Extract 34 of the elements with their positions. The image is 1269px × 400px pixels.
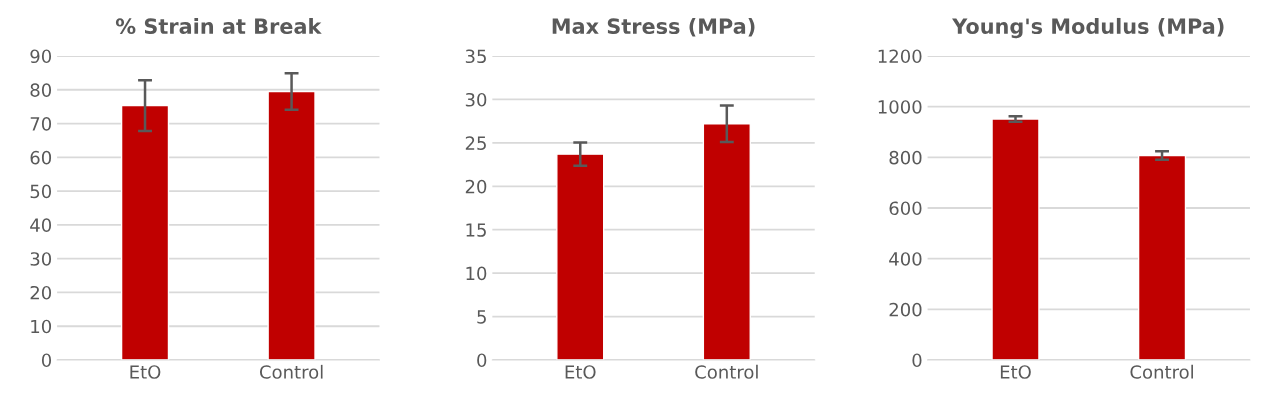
- y-tick-label: 40: [30, 218, 52, 233]
- y-tick-label: 90: [30, 49, 52, 64]
- y-tick-label: 70: [30, 117, 52, 131]
- chart-title: Max Stress (MPa): [552, 17, 755, 37]
- x-tick-label: Control: [259, 364, 323, 379]
- y-tick-label: 0: [912, 353, 922, 368]
- y-tick-label: 1000: [878, 100, 922, 114]
- y-tick-label: 600: [889, 201, 922, 216]
- y-tick-label: 30: [465, 92, 487, 107]
- y-tick-label: 20: [30, 285, 52, 300]
- y-tick-label: 15: [466, 223, 486, 237]
- chart-title: Young's Modulus (MPa): [952, 17, 1224, 39]
- x-tick-label: Control: [695, 364, 758, 379]
- y-tick-label: 20: [465, 179, 487, 194]
- y-tick-label: 25: [465, 136, 486, 150]
- y-tick-label: 80: [30, 83, 52, 97]
- y-tick-label: 60: [30, 150, 52, 165]
- y-tick-label: 1200: [878, 49, 922, 64]
- y-tick-label: 0: [41, 353, 52, 368]
- y-tick-label: 0: [477, 353, 487, 368]
- x-tick-label: EtO: [565, 365, 596, 379]
- y-tick-label: 800: [889, 150, 922, 165]
- y-tick-label: 400: [889, 252, 922, 266]
- x-tick-label: Control: [1130, 364, 1193, 379]
- y-tick-label: 200: [889, 302, 922, 317]
- x-tick-label: EtO: [130, 365, 161, 379]
- y-tick-label: 10: [466, 266, 487, 281]
- y-tick-label: 10: [31, 319, 52, 334]
- y-tick-label: 30: [30, 252, 52, 266]
- chart-title: % Strain at Break: [115, 17, 322, 35]
- y-tick-label: 5: [477, 310, 486, 324]
- x-tick-label: EtO: [1000, 365, 1031, 379]
- y-tick-label: 35: [465, 49, 486, 64]
- y-tick-label: 50: [30, 184, 52, 199]
